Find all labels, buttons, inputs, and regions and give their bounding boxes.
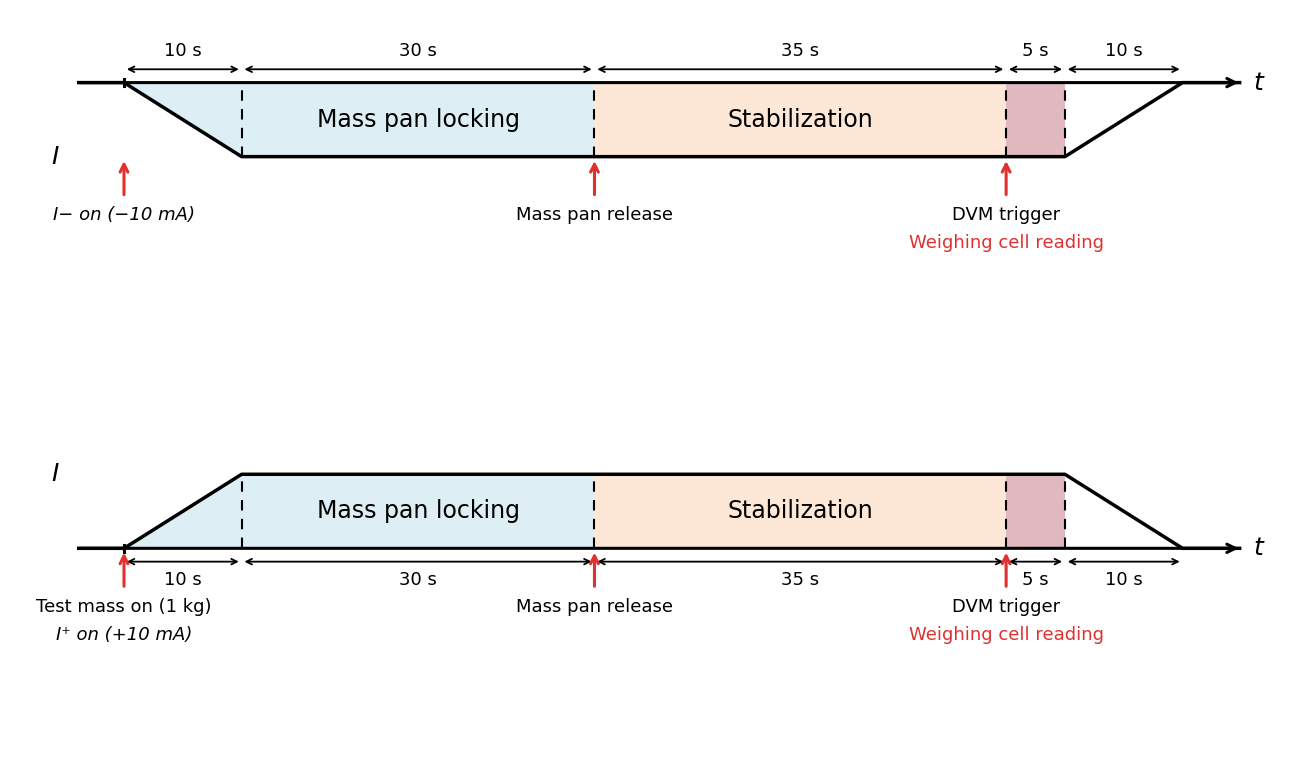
Polygon shape	[124, 474, 241, 548]
Text: Mass pan release: Mass pan release	[516, 206, 673, 224]
Text: 5 s: 5 s	[1022, 571, 1048, 589]
Polygon shape	[124, 83, 241, 157]
Polygon shape	[595, 83, 1007, 157]
Polygon shape	[1007, 83, 1065, 157]
Polygon shape	[1007, 474, 1065, 548]
Text: I⁺ on (+10 mA): I⁺ on (+10 mA)	[56, 626, 192, 644]
Text: 30 s: 30 s	[399, 41, 437, 60]
Text: Test mass on (1 kg): Test mass on (1 kg)	[37, 598, 211, 616]
Polygon shape	[241, 83, 595, 157]
Text: 10 s: 10 s	[1104, 41, 1142, 60]
Text: Mass pan locking: Mass pan locking	[317, 499, 519, 523]
Text: Stabilization: Stabilization	[728, 499, 874, 523]
Text: 30 s: 30 s	[399, 571, 437, 589]
Text: 35 s: 35 s	[781, 41, 819, 60]
Text: Mass pan release: Mass pan release	[516, 598, 673, 616]
Text: Weighing cell reading: Weighing cell reading	[909, 626, 1103, 644]
Text: $I$: $I$	[51, 462, 59, 486]
Text: DVM trigger: DVM trigger	[952, 206, 1060, 224]
Text: 10 s: 10 s	[1104, 571, 1142, 589]
Text: $t$: $t$	[1253, 536, 1266, 560]
Text: Stabilization: Stabilization	[728, 108, 874, 132]
Text: 10 s: 10 s	[164, 41, 202, 60]
Text: DVM trigger: DVM trigger	[952, 598, 1060, 616]
Text: 35 s: 35 s	[781, 571, 819, 589]
Text: I− on (−10 mA): I− on (−10 mA)	[53, 206, 196, 224]
Text: 5 s: 5 s	[1022, 41, 1048, 60]
Text: 10 s: 10 s	[164, 571, 202, 589]
Text: $t$: $t$	[1253, 71, 1266, 94]
Text: Mass pan locking: Mass pan locking	[317, 108, 519, 132]
Text: $I$: $I$	[51, 145, 59, 168]
Text: Weighing cell reading: Weighing cell reading	[909, 234, 1103, 252]
Polygon shape	[595, 474, 1007, 548]
Polygon shape	[241, 474, 595, 548]
